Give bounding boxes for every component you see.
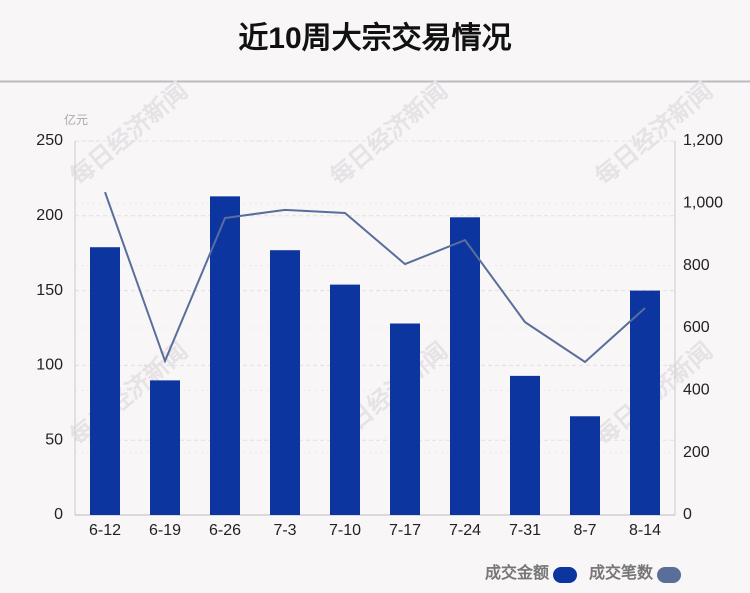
legend-swatch [657,567,682,583]
legend-label: 成交笔数 [589,563,654,582]
x-tick-label: 7-31 [509,522,541,539]
y-tick-label: 100 [36,357,63,374]
y-tick-label: 250 [36,132,63,149]
chart-title: 近10周大宗交易情况 [238,21,511,55]
y2-tick-label: 600 [683,319,710,336]
y2-tick-label: 400 [683,382,710,399]
y-tick-label: 200 [36,207,63,224]
y2-tick-label: 800 [683,257,710,274]
y-tick-label: 50 [45,431,63,448]
bar [330,284,360,515]
x-tick-label: 6-12 [89,522,121,539]
legend-label: 成交金额 [485,563,549,582]
y-unit: 亿元 [64,112,88,127]
y2-tick-label: 1,200 [683,132,723,149]
x-tick-label: 6-26 [209,522,241,539]
legend-swatch [553,567,578,583]
bar [90,247,120,515]
y-tick-label: 150 [36,282,63,299]
bar [390,323,420,515]
y2-tick-label: 0 [683,506,692,523]
x-tick-label: 7-24 [449,522,481,539]
y2-tick-label: 200 [683,444,710,461]
bar [210,196,240,516]
bar [630,290,660,515]
bar [570,416,600,515]
y2-tick-label: 1,000 [683,195,723,212]
bar [150,380,180,515]
line [104,191,646,364]
x-tick-label: 8-7 [573,522,596,539]
bar [510,375,540,515]
x-tick-label: 6-19 [149,522,181,539]
x-tick-label: 8-14 [629,522,661,539]
bar [270,250,300,515]
x-tick-label: 7-17 [389,522,421,539]
x-tick-label: 7-3 [273,522,296,539]
bar [450,217,480,515]
y-tick-label: 0 [54,506,63,523]
x-tick-label: 7-10 [329,522,361,539]
